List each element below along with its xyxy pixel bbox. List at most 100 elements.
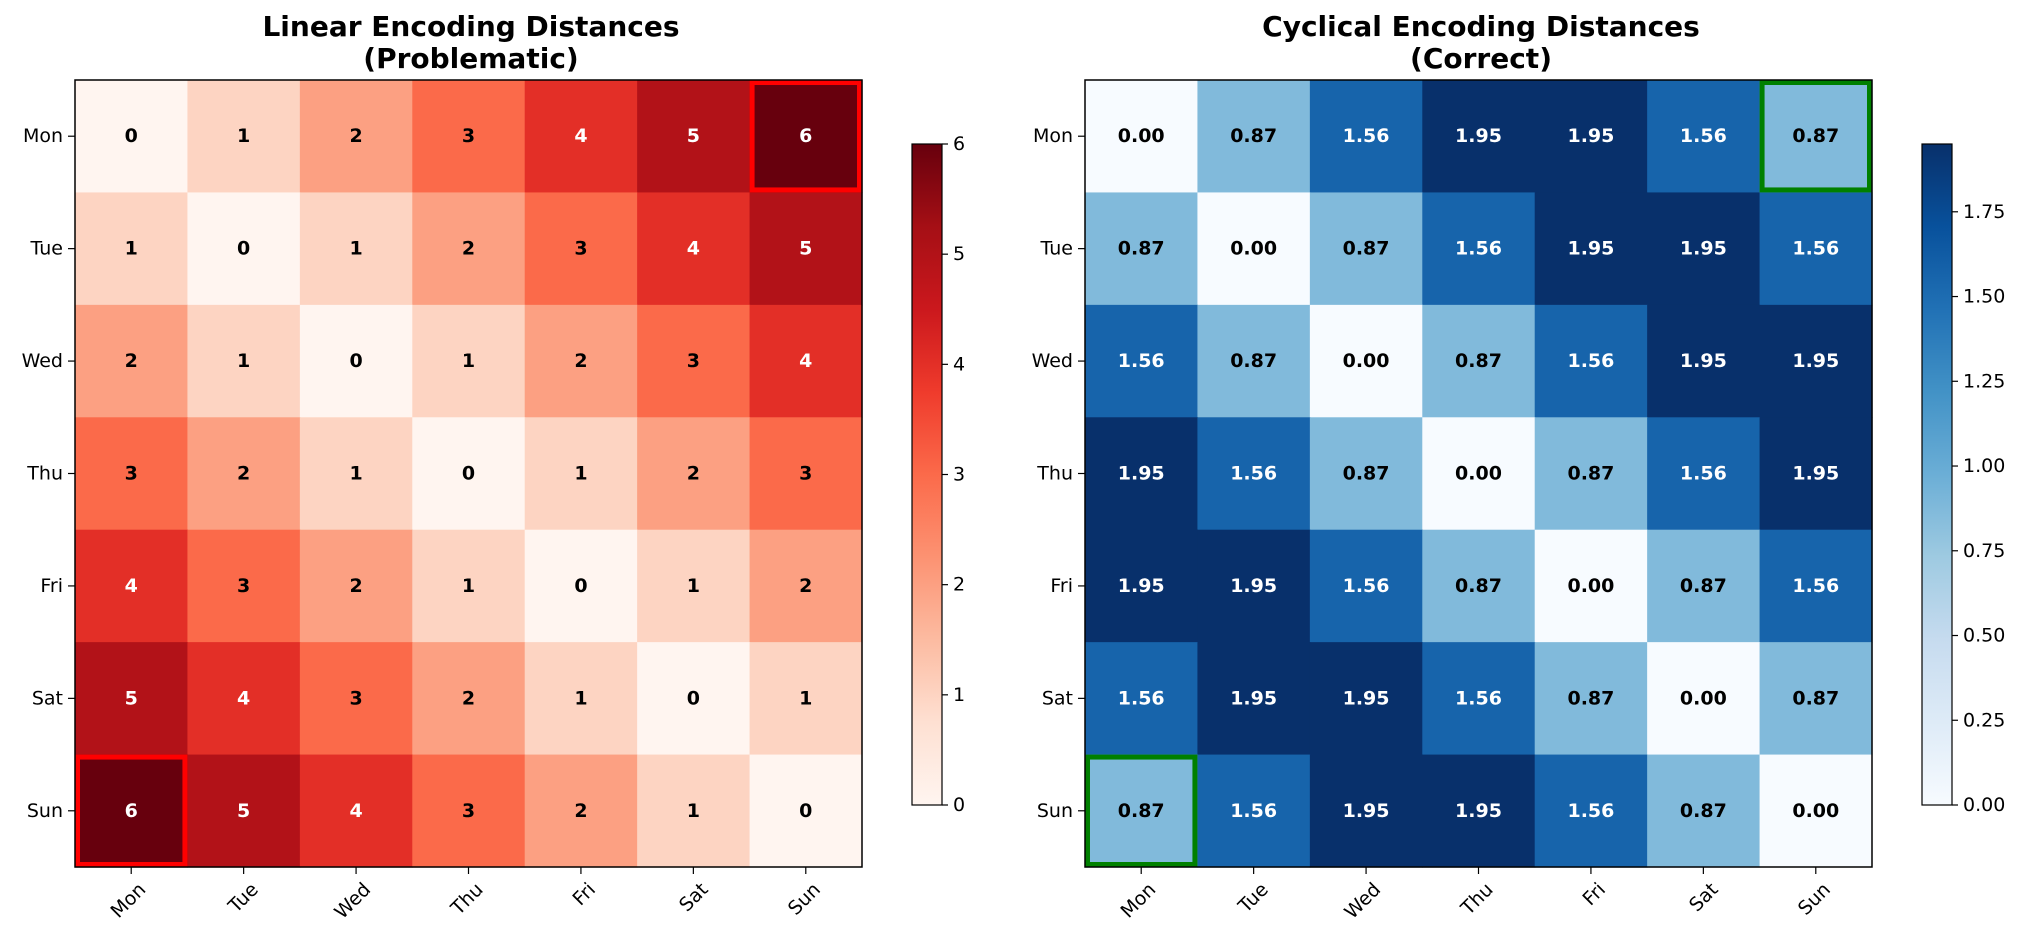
- heatmap-cell: [524, 529, 638, 643]
- x-tick-label: Mon: [106, 879, 150, 923]
- cell-value-label: 0.87: [1118, 800, 1165, 822]
- cell-value-label: 3: [237, 575, 250, 597]
- cell-value-label: 0.87: [1792, 687, 1839, 709]
- heatmap-cell: [299, 754, 413, 868]
- cell-value-label: 0: [349, 350, 362, 372]
- colorbar-tick-label: 0.50: [1963, 625, 2005, 647]
- heatmap-cell: [637, 417, 751, 531]
- cell-value-label: 2: [125, 350, 138, 372]
- heatmap-cell: [1085, 642, 1199, 756]
- cell-value-label: 1.56: [1792, 238, 1839, 260]
- heatmap-cell: [749, 642, 863, 756]
- cell-value-label: 4: [574, 125, 587, 147]
- heatmap-cell: [1534, 642, 1648, 756]
- cell-value-label: 1.56: [1567, 800, 1614, 822]
- heatmap-cell: [187, 192, 301, 306]
- heatmap-cell: [524, 642, 638, 756]
- colorbar: 0 1 2 3 4 5 6: [911, 133, 965, 816]
- cell-value-label: 1.56: [1567, 350, 1614, 372]
- cell-value-label: 0.87: [1680, 575, 1727, 597]
- cell-value-label: 1.95: [1792, 463, 1839, 485]
- cell-value-label: 6: [125, 800, 138, 822]
- y-tick-label: Mon: [1033, 125, 1073, 147]
- heatmap-cell: [1197, 304, 1311, 418]
- y-tick-label: Sat: [32, 687, 63, 709]
- heatmap-cell: [187, 80, 301, 194]
- x-tick-label: Sat: [675, 879, 713, 917]
- cell-value-label: 0: [462, 463, 475, 485]
- x-tick-label: Sun: [1794, 879, 1835, 920]
- heatmap-cell: [1197, 754, 1311, 868]
- heatmap-cell: [187, 529, 301, 643]
- heatmap-cell: [524, 80, 638, 194]
- heatmap-cell: [637, 80, 751, 194]
- heatmap-cell: [1085, 529, 1199, 643]
- cell-value-label: 1.56: [1343, 125, 1390, 147]
- cell-value-label: 0: [687, 687, 700, 709]
- y-tick-label: Tue: [1040, 238, 1073, 260]
- cell-value-label: 1.95: [1567, 238, 1614, 260]
- heatmap-cell: [187, 304, 301, 418]
- cell-value-label: 1: [462, 350, 475, 372]
- chart-title-line1: Cyclical Encoding Distances: [1262, 10, 1700, 43]
- cell-value-label: 3: [574, 238, 587, 260]
- highlight-boxes: [1085, 80, 1872, 868]
- x-tick-label: Wed: [330, 879, 375, 924]
- heatmap-panel-cyclical: Cyclical Encoding Distances (Correct) 0.…: [1032, 10, 2006, 923]
- cell-value-label: 1: [687, 800, 700, 822]
- y-tick-label: Sun: [1037, 800, 1073, 822]
- heatmap-cell: [637, 642, 751, 756]
- colorbar-tick-label: 0.75: [1963, 540, 2005, 562]
- heatmap-cell: [1085, 80, 1199, 194]
- cell-value-label: 1.95: [1118, 575, 1165, 597]
- heatmap-cells: [1085, 80, 1873, 868]
- y-tick-label: Fri: [40, 575, 63, 597]
- heatmap-cell: [1759, 417, 1873, 531]
- heatmap-cell: [1422, 304, 1536, 418]
- cell-value-label: 0.87: [1455, 575, 1502, 597]
- colorbar-gradient: [1921, 143, 1953, 806]
- cell-value-label: 1: [574, 687, 587, 709]
- cell-value-label: 1.95: [1118, 463, 1165, 485]
- cell-value-label: 0.87: [1230, 350, 1277, 372]
- cell-value-label: 4: [687, 238, 700, 260]
- cell-value-label: 1: [237, 125, 250, 147]
- cell-value-label: 1.95: [1455, 125, 1502, 147]
- heatmap-cell: [1309, 80, 1423, 194]
- heatmap-cell: [412, 529, 526, 643]
- y-tick-label: Mon: [23, 125, 63, 147]
- x-tick-label: Mon: [1116, 879, 1160, 923]
- heatmap-cell: [75, 417, 189, 531]
- cell-value-label: 0.87: [1343, 238, 1390, 260]
- cell-value-label: 1.95: [1343, 687, 1390, 709]
- cell-value-label: 1.95: [1230, 575, 1277, 597]
- colorbar-tick-label: 1.50: [1963, 286, 2005, 308]
- heatmap-cell: [187, 642, 301, 756]
- heatmap-cell: [524, 304, 638, 418]
- cell-value-label: 0.00: [1343, 350, 1390, 372]
- cell-value-label: 1: [349, 238, 362, 260]
- colorbar-tick-label: 5: [953, 243, 965, 265]
- cell-value-label: 0.00: [1567, 575, 1614, 597]
- cell-value-label: 2: [237, 463, 250, 485]
- highlight-box: [75, 754, 188, 868]
- heatmap-cell: [1085, 417, 1199, 531]
- x-tick-label: Sun: [784, 879, 825, 920]
- cell-value-label: 3: [462, 800, 475, 822]
- y-tick-label: Thu: [1036, 463, 1073, 485]
- cell-value-label: 0.87: [1567, 463, 1614, 485]
- cell-value-label: 1.56: [1230, 463, 1277, 485]
- y-tick-label: Wed: [1032, 350, 1073, 372]
- cell-value-label: 0.87: [1567, 687, 1614, 709]
- heatmap-cell: [299, 192, 413, 306]
- colorbar-tick-label: 0.00: [1963, 794, 2005, 816]
- heatmap-cell: [1534, 80, 1648, 194]
- cell-labels: 0.00 0.87 1.56 1.95 1.95 1.56 0.87 0.87 0.00 0.87…: [1118, 125, 1839, 822]
- heatmap-cells: [75, 80, 863, 868]
- cell-value-label: 0.87: [1680, 800, 1727, 822]
- cell-value-label: 0: [574, 575, 587, 597]
- cell-value-label: 2: [799, 575, 812, 597]
- colorbar-gradient: [911, 143, 943, 806]
- heatmap-cell: [1309, 417, 1423, 531]
